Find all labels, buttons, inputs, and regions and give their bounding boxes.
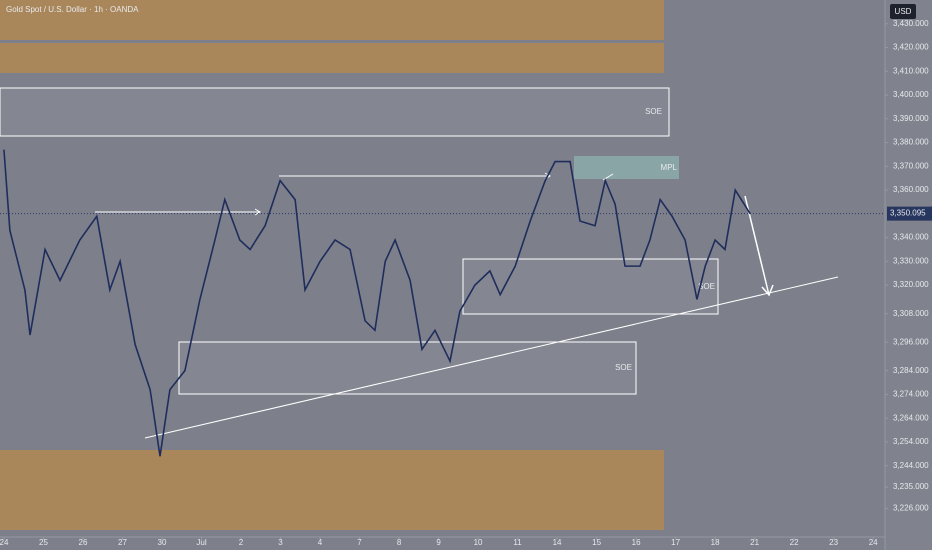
annotation: SOE — [698, 282, 715, 291]
x-tick-label: 21 — [750, 538, 759, 547]
y-tick-label: 3,284.000 — [893, 366, 929, 375]
y-tick-label: 3,370.000 — [893, 161, 929, 170]
x-tick-label: 8 — [397, 538, 402, 547]
x-tick-label: 30 — [158, 538, 167, 547]
currency: USD — [895, 7, 912, 16]
x-tick-label: 26 — [79, 538, 88, 547]
x-tick-label: 15 — [592, 538, 601, 547]
arrow-head — [254, 208, 261, 216]
y-tick-label: 3,226.000 — [893, 504, 929, 513]
x-tick-label: 24 — [0, 538, 9, 547]
x-tick-label: 4 — [318, 538, 323, 547]
x-tick-label: 18 — [711, 538, 720, 547]
y-tick-label: 3,340.000 — [893, 233, 929, 242]
soe-box — [0, 87, 670, 137]
y-tick-label: 3,410.000 — [893, 66, 929, 75]
y-tick-label: 3,235.000 — [893, 482, 929, 491]
supply-zone — [0, 43, 664, 73]
x-tick-label: 9 — [436, 538, 441, 547]
x-tick-label: 22 — [790, 538, 799, 547]
y-tick-label: 3,400.000 — [893, 90, 929, 99]
x-tick-label: 27 — [118, 538, 127, 547]
mpl-box — [574, 156, 679, 179]
price-line — [3, 149, 751, 457]
y-tick-label: 3,274.000 — [893, 390, 929, 399]
x-tick-label: 24 — [869, 538, 878, 547]
y-tick-label: 3,390.000 — [893, 114, 929, 123]
soe-box — [178, 341, 637, 395]
x-tick-label: 17 — [671, 538, 680, 547]
y-tick-label: 3,320.000 — [893, 280, 929, 289]
arrow-head — [761, 284, 774, 297]
x-tick-label: 3 — [278, 538, 283, 547]
x-tick-label: 16 — [632, 538, 641, 547]
arrow — [602, 173, 614, 181]
trendline — [144, 276, 839, 439]
y-tick-label: 3,360.000 — [893, 185, 929, 194]
y-tick-label: 3,254.000 — [893, 437, 929, 446]
y-tick-label: 3,264.000 — [893, 413, 929, 422]
x-tick-label: 7 — [357, 538, 362, 547]
x-tick-label: 2 — [239, 538, 244, 547]
chart-title: Gold Spot / U.S. Dollar · 1h · OANDA — [6, 5, 139, 14]
last-price-box — [887, 206, 932, 221]
price-axis — [885, 0, 932, 550]
y-tick-label: 3,308.000 — [893, 309, 929, 318]
annotation: SOE — [645, 107, 662, 116]
y-tick-label: 3,330.000 — [893, 256, 929, 265]
soe-box — [462, 258, 719, 315]
y-tick-label: 3,244.000 — [893, 461, 929, 470]
demand-zone — [0, 450, 664, 530]
y-tick-label: 3,420.000 — [893, 43, 929, 52]
last-price-label: 3,350.095 — [890, 209, 926, 218]
annotation: SOE — [615, 363, 632, 372]
x-tick-label: 14 — [553, 538, 562, 547]
annotation: MPL — [661, 163, 678, 172]
y-tick-label: 3,430.000 — [893, 19, 929, 28]
x-tick-label: Jul — [196, 538, 206, 547]
x-tick-label: 23 — [829, 538, 838, 547]
supply-zone — [0, 0, 664, 40]
x-tick-label: 10 — [474, 538, 483, 547]
y-tick-label: 3,296.000 — [893, 337, 929, 346]
currency-box — [890, 4, 916, 19]
x-tick-label: 11 — [513, 538, 522, 547]
y-tick-label: 3,380.000 — [893, 138, 929, 147]
x-tick-label: 25 — [39, 538, 48, 547]
